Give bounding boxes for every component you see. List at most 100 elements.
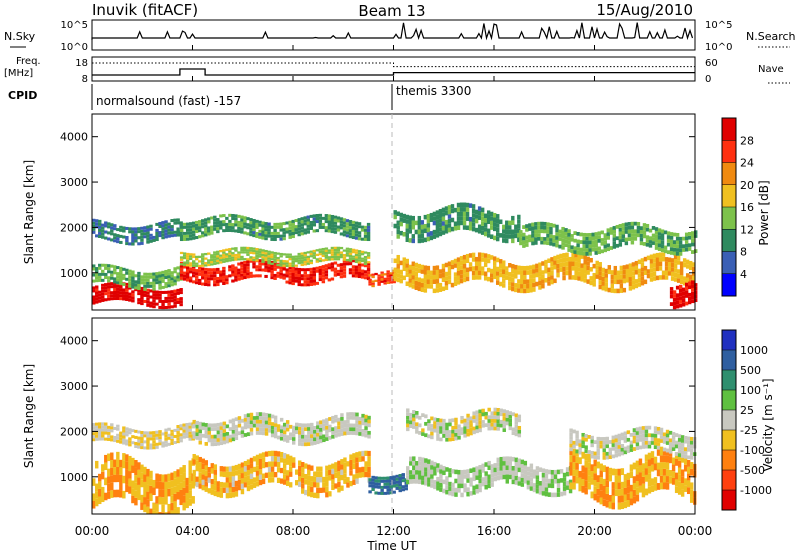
- heatmap-cell: [483, 257, 488, 263]
- heatmap-cell: [225, 275, 229, 279]
- heatmap-cell: [351, 259, 356, 263]
- heatmap-cell: [417, 277, 422, 283]
- heatmap-cell: [682, 276, 687, 281]
- heatmap-cell: [587, 450, 591, 454]
- heatmap-cell: [107, 425, 111, 429]
- heatmap-cell: [243, 269, 247, 274]
- heatmap-cell: [665, 433, 670, 438]
- heatmap-cell: [273, 231, 277, 235]
- heatmap-cell: [674, 486, 679, 494]
- heatmap-cell: [525, 239, 529, 244]
- heatmap-cell: [198, 226, 202, 230]
- heatmap-cell: [307, 434, 311, 439]
- heatmap-cell: [110, 482, 114, 491]
- heatmap-cell: [637, 277, 642, 283]
- heatmap-cell: [623, 431, 628, 436]
- nsearch-tick-top: 10^5: [705, 20, 732, 31]
- heatmap-cell: [297, 233, 301, 237]
- heatmap-cell: [110, 426, 114, 430]
- heatmap-cell: [240, 224, 244, 228]
- heatmap-cell: [564, 235, 568, 240]
- heatmap-cell: [255, 419, 260, 424]
- heatmap-cell: [198, 483, 202, 489]
- heatmap-cell: [357, 234, 362, 238]
- heatmap-cell: [167, 433, 171, 437]
- heatmap-cell: [619, 283, 624, 289]
- heatmap-cell: [364, 461, 368, 467]
- y-tick-label: 2000: [60, 425, 88, 438]
- heatmap-cell: [325, 437, 329, 441]
- heatmap-cell: [161, 300, 165, 304]
- heatmap-cell: [125, 294, 129, 298]
- heatmap-cell: [358, 456, 362, 462]
- heatmap-cell: [656, 442, 661, 446]
- heatmap-cell: [415, 411, 419, 415]
- heatmap-cell: [635, 427, 640, 432]
- heatmap-cell: [614, 442, 619, 447]
- heatmap-cell: [306, 260, 310, 263]
- heatmap-cell: [301, 488, 305, 494]
- heatmap-cell: [330, 221, 335, 225]
- heatmap-cell: [399, 221, 403, 227]
- heatmap-cell: [252, 456, 257, 462]
- heatmap-cell: [294, 264, 298, 267]
- heatmap-cell: [680, 489, 685, 497]
- heatmap-cell: [282, 276, 286, 280]
- heatmap-cell: [297, 255, 301, 258]
- heatmap-cell: [423, 265, 428, 270]
- heatmap-cell: [683, 435, 688, 440]
- heatmap-cell: [553, 264, 557, 270]
- heatmap-cell: [276, 456, 281, 462]
- heatmap-cell: [631, 262, 636, 267]
- heatmap-cell: [453, 207, 458, 213]
- heatmap-cell: [161, 230, 165, 234]
- heatmap-cell: [469, 423, 473, 428]
- colorbar-swatch: [722, 184, 736, 208]
- heatmap-cell: [520, 265, 524, 271]
- heatmap-cell: [505, 238, 509, 244]
- heatmap-cell: [195, 281, 199, 285]
- heatmap-cell: [426, 279, 431, 284]
- heatmap-cell: [682, 280, 687, 286]
- heatmap-cell: [633, 229, 638, 234]
- heatmap-cell: [432, 265, 437, 271]
- heatmap-cell: [559, 491, 564, 497]
- heatmap-cell: [158, 442, 162, 446]
- heatmap-cell: [306, 224, 310, 228]
- heatmap-cell: [670, 258, 675, 263]
- heatmap-cell: [273, 273, 277, 277]
- heatmap-cell: [351, 251, 356, 254]
- heatmap-cell: [686, 444, 691, 448]
- heatmap-cell: [659, 427, 664, 432]
- heatmap-cell: [152, 440, 156, 444]
- heatmap-cell: [327, 217, 332, 221]
- heatmap-cell: [605, 500, 609, 508]
- heatmap-cell: [176, 297, 180, 301]
- heatmap-cell: [630, 236, 635, 241]
- heatmap-cell: [324, 273, 329, 277]
- heatmap-cell: [355, 420, 359, 424]
- heatmap-cell: [430, 424, 434, 428]
- heatmap-cell: [167, 275, 171, 279]
- heatmap-cell: [496, 232, 500, 237]
- heatmap-cell: [607, 287, 611, 293]
- heatmap-cell: [658, 252, 663, 258]
- heatmap-cell: [360, 272, 365, 276]
- heatmap-cell: [339, 220, 344, 224]
- heatmap-cell: [237, 469, 242, 475]
- heatmap-cell: [204, 460, 208, 466]
- heatmap-cell: [179, 474, 183, 483]
- heatmap-cell: [596, 482, 600, 489]
- heatmap-cell: [122, 429, 126, 433]
- heatmap-cell: [182, 225, 187, 229]
- heatmap-cell: [155, 234, 159, 238]
- colorbar-tick-label: -500: [740, 464, 765, 477]
- heatmap-cell: [361, 429, 365, 433]
- heatmap-cell: [143, 299, 147, 303]
- heatmap-cell: [331, 474, 335, 480]
- heatmap-cell: [411, 220, 416, 225]
- heatmap-cell: [285, 475, 290, 481]
- heatmap-cell: [538, 467, 543, 472]
- heatmap-cell: [95, 279, 99, 283]
